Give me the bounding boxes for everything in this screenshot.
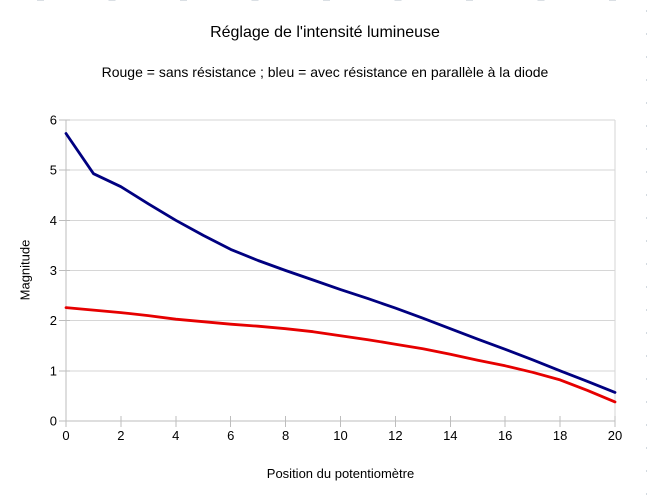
x-tick-label: 6 (227, 428, 234, 443)
y-tick-label: 1 (50, 363, 57, 378)
x-tick-label: 12 (388, 428, 402, 443)
y-tick-label: 2 (50, 313, 57, 328)
x-axis-title: Position du potentiomètre (266, 466, 415, 481)
y-tick-label: 3 (50, 263, 57, 278)
x-tick-label: 18 (553, 428, 567, 443)
x-tick-label: 2 (117, 428, 124, 443)
x-tick-label: 10 (333, 428, 347, 443)
series-line-0-blue (64, 132, 617, 394)
y-tick-label: 4 (50, 213, 57, 228)
chart-subtitle-legend: Rouge = sans résistance ; bleu = avec ré… (101, 64, 549, 80)
x-tick-label: 16 (498, 428, 512, 443)
x-tick-label: 4 (172, 428, 179, 443)
x-tick-label: 20 (608, 428, 622, 443)
chart-title: Réglage de l'intensité lumineuse (210, 24, 440, 41)
y-tick-label: 6 (50, 113, 57, 128)
x-tick-label: 14 (443, 428, 457, 443)
x-tick-label: 0 (62, 428, 69, 443)
y-tick-label: 0 (50, 414, 57, 429)
series-line-1-red (64, 306, 617, 404)
y-tick-label: 5 (50, 163, 57, 178)
x-tick-label: 8 (282, 428, 289, 443)
